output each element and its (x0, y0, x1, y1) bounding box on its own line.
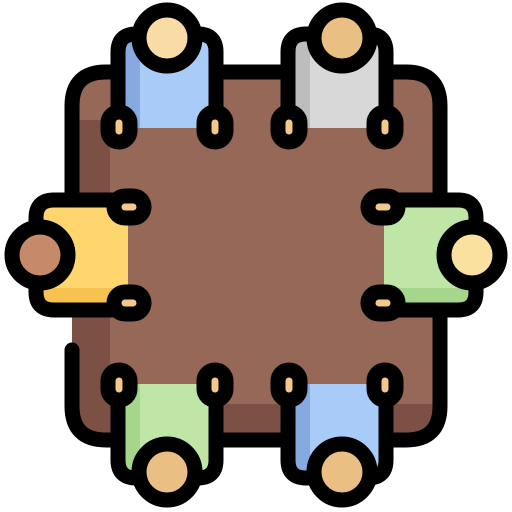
person-top-left (100, 2, 234, 150)
head (131, 436, 203, 508)
person-right (360, 188, 508, 322)
hand-left (270, 362, 308, 408)
hand-right (366, 104, 404, 150)
hand-top (106, 188, 152, 226)
head (131, 2, 203, 74)
hand-left (100, 104, 138, 150)
head (436, 219, 508, 291)
hand-right (366, 362, 404, 408)
head (4, 219, 76, 291)
hand-bottom (106, 284, 152, 322)
head (306, 436, 378, 508)
person-bottom-left (100, 362, 234, 508)
hand-top (360, 188, 406, 226)
hand-right (196, 362, 234, 408)
hand-left (100, 362, 138, 408)
head (306, 2, 378, 74)
person-left (4, 188, 152, 322)
hand-right (196, 104, 234, 150)
person-bottom-right (270, 362, 404, 508)
table-top (72, 72, 440, 440)
person-top-right (270, 2, 404, 150)
hand-left (270, 104, 308, 150)
hand-bottom (360, 284, 406, 322)
